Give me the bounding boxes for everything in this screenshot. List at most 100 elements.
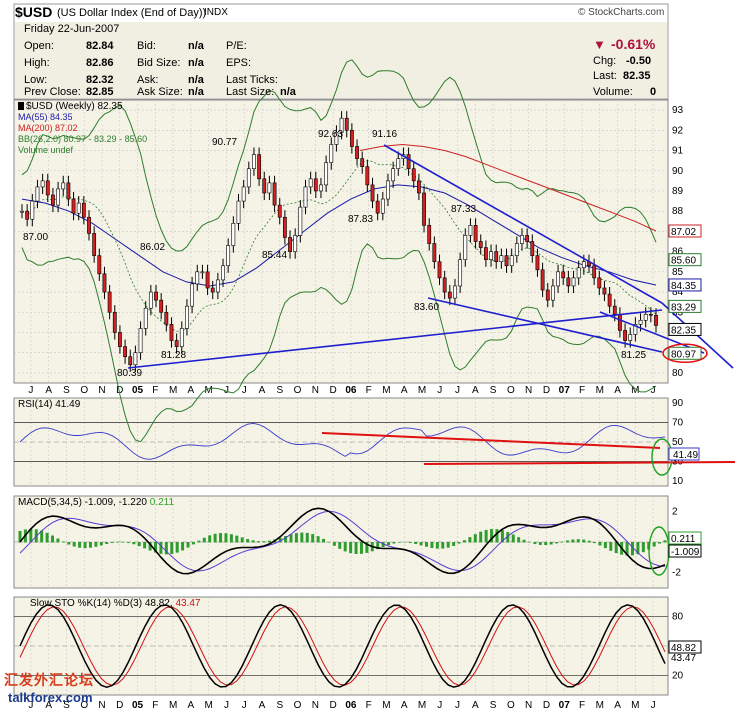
price-annotation: 92.63 xyxy=(318,129,343,140)
x-tick-label: J xyxy=(455,385,460,396)
macd-histogram-bar xyxy=(256,541,260,543)
watermark-cn: 汇发外汇论坛 xyxy=(4,672,94,688)
x-tick-label-bottom: A xyxy=(259,700,266,711)
price-annotation: 87.83 xyxy=(348,214,373,225)
macd-histogram-bar xyxy=(121,541,125,543)
x-tick-label: A xyxy=(401,385,408,396)
macd-histogram-bar xyxy=(294,533,298,543)
exchange: INDX xyxy=(204,7,228,18)
candle-body xyxy=(210,287,215,293)
rsi-line xyxy=(19,422,666,460)
candle-body xyxy=(571,277,576,287)
macd-histogram-bar xyxy=(549,542,553,545)
candle-body xyxy=(138,328,143,353)
trendline xyxy=(127,309,663,369)
macd-histogram-bar xyxy=(202,537,206,543)
price-annotation: 81.25 xyxy=(621,350,646,361)
watermark-site: talkforex.com xyxy=(8,690,93,705)
candle-body xyxy=(349,130,354,147)
sto-tag-k: 48.82 xyxy=(671,643,696,654)
macd-histogram-bar xyxy=(630,542,634,556)
trendline xyxy=(383,144,663,304)
price-tag-text: 85.60 xyxy=(671,256,696,267)
x-tick-label-bottom: M xyxy=(418,700,426,711)
macd-axis-label: -2 xyxy=(672,568,681,579)
candle-body xyxy=(576,267,581,279)
candle-body xyxy=(643,313,648,321)
macd-histogram-bar xyxy=(126,542,130,543)
macd-histogram-bar xyxy=(235,535,239,543)
candle-body xyxy=(267,182,272,194)
bid-value: n/a xyxy=(188,40,204,52)
price-axis-label: 90 xyxy=(672,166,684,177)
candle-body xyxy=(20,210,24,213)
ask-size-value: n/a xyxy=(188,86,204,98)
macd-histogram-bar xyxy=(473,534,477,543)
price-axis-label: 88 xyxy=(672,206,684,217)
macd-histogram-bar xyxy=(484,529,488,543)
price-axis-label: 85 xyxy=(672,267,684,278)
candle-body xyxy=(190,283,194,307)
price-tag-text: 87.02 xyxy=(671,227,696,238)
macd-histogram-bar xyxy=(538,542,542,545)
x-tick-label-bottom: S xyxy=(490,700,497,711)
macd-histogram-bar xyxy=(587,540,591,543)
last-size-label: Last Size: xyxy=(226,86,275,98)
x-tick-label-bottom: 05 xyxy=(132,700,144,711)
x-tick-label: J xyxy=(437,385,442,396)
macd-histogram-bar xyxy=(338,542,342,549)
price-annotation: 87.33 xyxy=(451,204,476,215)
candle-body xyxy=(118,332,122,347)
macd-histogram-bar xyxy=(40,530,44,543)
macd-histogram-bar xyxy=(663,540,667,543)
price-axis-label: 86 xyxy=(672,247,684,258)
macd-histogram-bar xyxy=(56,538,60,543)
candle-body xyxy=(514,243,519,256)
candle-body xyxy=(581,261,586,269)
candle-body xyxy=(344,117,349,131)
macd-histogram-bar xyxy=(522,539,526,543)
x-tick-label: S xyxy=(63,385,70,396)
candle-body xyxy=(148,291,153,309)
candle-body xyxy=(499,255,504,263)
candle-body xyxy=(288,237,292,252)
legend-price: $USD (Weekly) 82.35 xyxy=(18,101,123,112)
macd-histogram-bar xyxy=(582,539,586,543)
rsi-axis-label: 50 xyxy=(672,437,684,448)
macd-histogram-bar xyxy=(419,542,423,546)
price-tag-box xyxy=(668,322,702,336)
x-tick-label: A xyxy=(614,385,621,396)
macd-histogram-bar xyxy=(94,542,98,547)
candle-body xyxy=(200,271,205,274)
ask-size-label: Ask Size: xyxy=(137,86,183,98)
price-annotation: 85.44 xyxy=(262,250,287,261)
candle-body xyxy=(427,225,432,244)
candle-body xyxy=(159,299,164,313)
x-tick-label: D xyxy=(116,385,123,396)
sto-axis-label: 80 xyxy=(672,612,684,623)
rsi-tag-box xyxy=(668,447,700,461)
macd-histogram-bar xyxy=(116,541,120,543)
x-tick-label: N xyxy=(312,385,319,396)
candle-body xyxy=(561,271,566,279)
prev-close-label: Prev Close: xyxy=(24,86,81,98)
legend-price-text: $USD (Weekly) 82.35 xyxy=(26,101,123,112)
macd-histogram-bar xyxy=(208,535,212,543)
candle-body xyxy=(92,233,97,256)
macd-histogram-bar xyxy=(462,540,466,543)
macd-histogram-bar xyxy=(88,542,92,548)
sto-label: Slow STO %K(14) %D(3) 48.82, 43.47 xyxy=(30,598,200,609)
last-ticks-label: Last Ticks: xyxy=(226,74,278,86)
red-circle-annotation xyxy=(662,343,708,364)
candle-body xyxy=(293,235,298,252)
x-tick-label-bottom: M xyxy=(204,700,212,711)
candle-body xyxy=(298,206,303,236)
x-tick-label-bottom: J xyxy=(437,700,442,711)
candle-body xyxy=(107,291,112,313)
candle-body xyxy=(143,307,148,329)
x-tick-label: A xyxy=(45,385,52,396)
x-tick-label: S xyxy=(490,385,497,396)
macd-histogram-bar xyxy=(45,532,49,543)
volume-value: 0 xyxy=(650,86,657,98)
sto-d-line xyxy=(19,606,666,686)
